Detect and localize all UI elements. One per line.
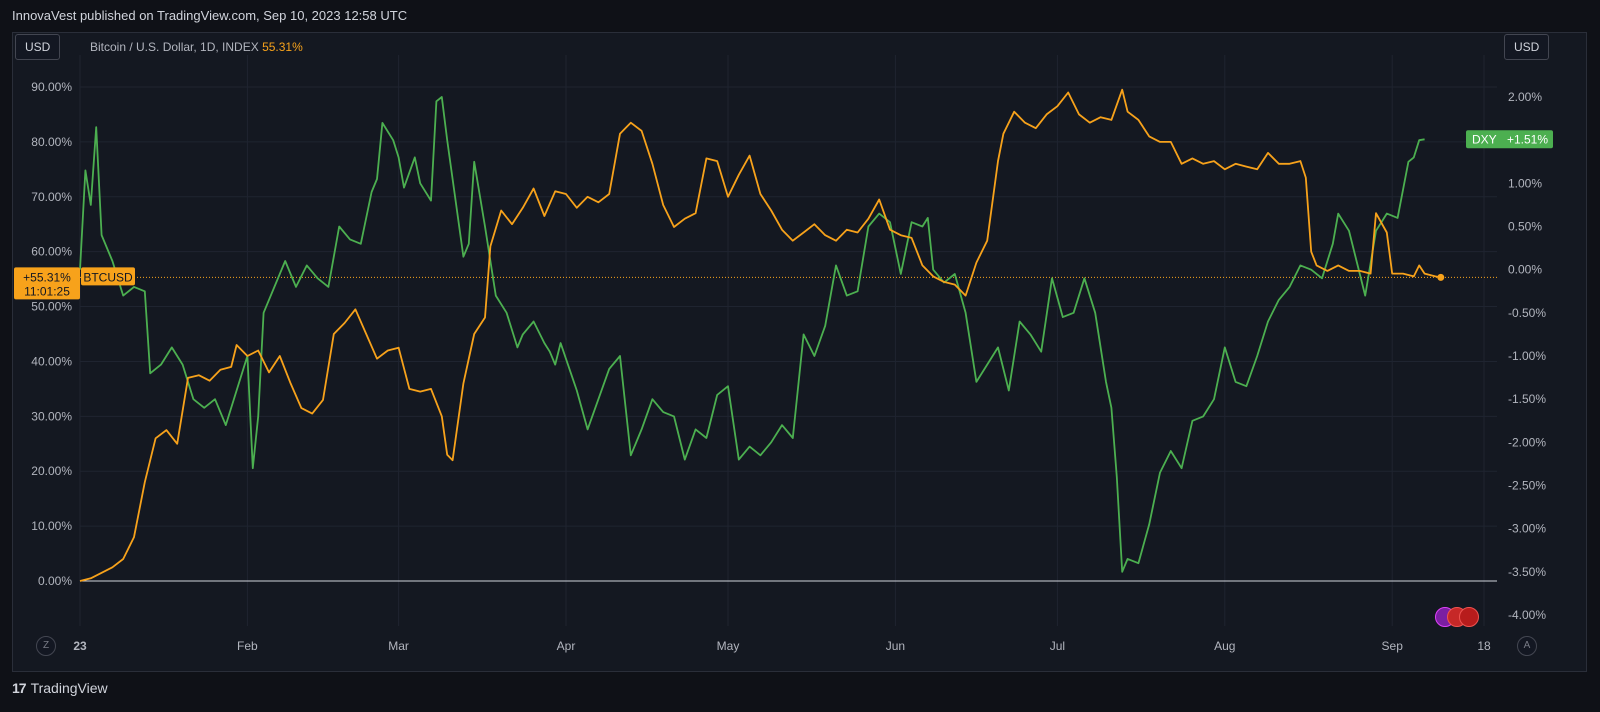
legend-symbol: Bitcoin / U.S. Dollar, 1D, INDEX bbox=[90, 40, 259, 54]
x-axis-tick-label: May bbox=[717, 639, 740, 653]
right-axis-tick-label: -2.50% bbox=[1508, 479, 1546, 493]
legend-change: 55.31% bbox=[262, 40, 303, 54]
right-currency-button[interactable]: USD bbox=[1504, 34, 1550, 60]
chart-panel[interactable] bbox=[12, 32, 1587, 672]
btc-name-tag bbox=[81, 267, 135, 286]
x-axis-tick-label: 18 bbox=[1477, 639, 1491, 653]
left-currency-button[interactable]: USD bbox=[15, 34, 61, 60]
right-axis-tick-label: -2.00% bbox=[1508, 435, 1546, 449]
tradingview-logo-icon: 17 bbox=[12, 680, 27, 696]
chart-legend: Bitcoin / U.S. Dollar, 1D, INDEX 55.31% bbox=[90, 40, 303, 54]
dxy-axis-tag-value: +1.51% bbox=[1507, 132, 1548, 146]
right-axis-tick-label: -1.00% bbox=[1508, 349, 1546, 363]
x-axis-tick-label: Apr bbox=[557, 639, 576, 653]
publish-header: InnovaVest published on TradingView.com,… bbox=[0, 0, 1600, 28]
right-axis-tick-label: 0.00% bbox=[1508, 263, 1542, 277]
right-axis-tick-label: -1.50% bbox=[1508, 392, 1546, 406]
publish-info: InnovaVest published on TradingView.com,… bbox=[12, 8, 408, 23]
left-axis-tick-label: 40.00% bbox=[31, 354, 72, 368]
left-axis-tick-label: 70.00% bbox=[31, 190, 72, 204]
flag-icon[interactable] bbox=[1459, 607, 1479, 627]
right-axis-tick-label: -3.00% bbox=[1508, 522, 1546, 536]
btc-axis-tag-value: +55.31% bbox=[23, 270, 71, 284]
x-axis-tick-label: Mar bbox=[388, 639, 409, 653]
dxy-axis-tag-name: DXY bbox=[1472, 132, 1497, 146]
right-axis-tick-label: -0.50% bbox=[1508, 306, 1546, 320]
series-line-btcusd bbox=[79, 88, 1441, 582]
event-badges[interactable] bbox=[1435, 607, 1485, 627]
left-axis-tick-label: 50.00% bbox=[31, 300, 72, 314]
x-axis-tick-label: Feb bbox=[237, 639, 258, 653]
btc-axis-tag bbox=[14, 267, 80, 300]
btc-name-tag-label: BTCUSD bbox=[83, 270, 133, 284]
right-axis-tick-label: 1.00% bbox=[1508, 176, 1542, 190]
left-axis-tick-label: 20.00% bbox=[31, 464, 72, 478]
footer-bar: 17 TradingView bbox=[0, 672, 1600, 712]
right-axis-tick-label: 0.50% bbox=[1508, 220, 1542, 234]
x-axis-tick-label: 23 bbox=[73, 639, 87, 653]
x-axis-tick-label: Jun bbox=[886, 639, 905, 653]
left-axis-tick-label: 60.00% bbox=[31, 245, 72, 259]
left-axis-tick-label: 30.00% bbox=[31, 409, 72, 423]
x-axis-tick-label: Jul bbox=[1050, 639, 1065, 653]
x-axis-tick-label: Aug bbox=[1214, 639, 1235, 653]
x-axis-tick-label: Sep bbox=[1382, 639, 1404, 653]
auto-scale-button[interactable]: A bbox=[1517, 636, 1537, 656]
tradingview-logo[interactable]: 17 TradingView bbox=[12, 680, 108, 696]
tradingview-brand: TradingView bbox=[30, 680, 108, 696]
left-axis-tick-label: 90.00% bbox=[31, 80, 72, 94]
z-button[interactable]: Z bbox=[36, 636, 56, 656]
right-axis-tick-label: -4.00% bbox=[1508, 608, 1546, 622]
series-line-dxy bbox=[79, 96, 1425, 573]
right-axis-tick-label: 2.00% bbox=[1508, 90, 1542, 104]
left-axis-tick-label: 0.00% bbox=[38, 574, 72, 588]
right-axis-tick-label: -3.50% bbox=[1508, 565, 1546, 579]
left-axis-tick-label: 10.00% bbox=[31, 519, 72, 533]
btc-axis-tag-time: 11:01:25 bbox=[24, 284, 70, 298]
btc-last-point bbox=[1437, 273, 1445, 281]
left-axis-tick-label: 80.00% bbox=[31, 135, 72, 149]
dxy-axis-tag bbox=[1466, 130, 1553, 149]
